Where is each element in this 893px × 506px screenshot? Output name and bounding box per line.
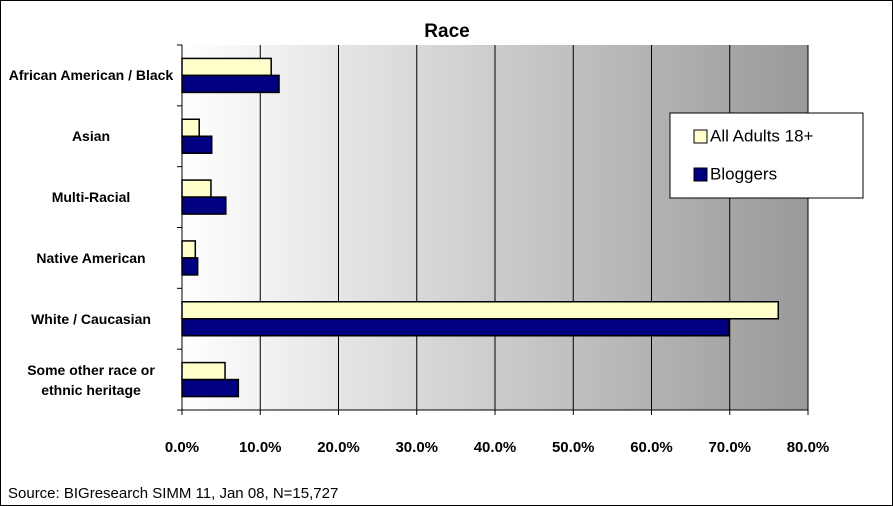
bar xyxy=(181,57,272,77)
y-tick-label: African American / Black xyxy=(8,67,174,84)
bar xyxy=(181,74,280,94)
bar xyxy=(181,118,200,137)
x-tick-label: 10.0% xyxy=(239,439,282,456)
legend-box xyxy=(669,112,864,199)
y-tick-label: Some other race or ethnic heritage xyxy=(27,361,155,398)
bar xyxy=(181,179,212,198)
x-tick-label: 20.0% xyxy=(317,439,360,456)
x-tick-label: 80.0% xyxy=(787,439,830,456)
legend-swatch xyxy=(693,129,708,144)
legend-swatch xyxy=(693,167,708,182)
x-tick-label: 0.0% xyxy=(165,439,199,456)
bar xyxy=(181,301,780,320)
bar xyxy=(181,257,199,276)
x-tick-label: 60.0% xyxy=(630,439,673,456)
x-tick-label: 70.0% xyxy=(708,439,751,456)
bar xyxy=(181,196,227,215)
x-tick-label: 40.0% xyxy=(474,439,517,456)
bar xyxy=(181,361,226,381)
bar xyxy=(181,240,197,259)
bar xyxy=(181,378,240,398)
y-tick-label: White / Caucasian xyxy=(31,310,151,327)
y-tick-label: Asian xyxy=(71,128,111,145)
y-tick-label: Native American xyxy=(36,249,146,266)
legend-label: Bloggers xyxy=(710,164,777,183)
chart-title: Race xyxy=(424,21,469,42)
x-tick-label: 50.0% xyxy=(552,439,595,456)
source-note: Source: BIGresearch SIMM 11, Jan 08, N=1… xyxy=(8,485,338,502)
y-tick-label: Multi-Racial xyxy=(51,189,131,206)
bar xyxy=(181,135,213,154)
x-tick-label: 30.0% xyxy=(395,439,438,456)
legend-label: All Adults 18+ xyxy=(710,126,814,145)
bar xyxy=(181,318,730,337)
